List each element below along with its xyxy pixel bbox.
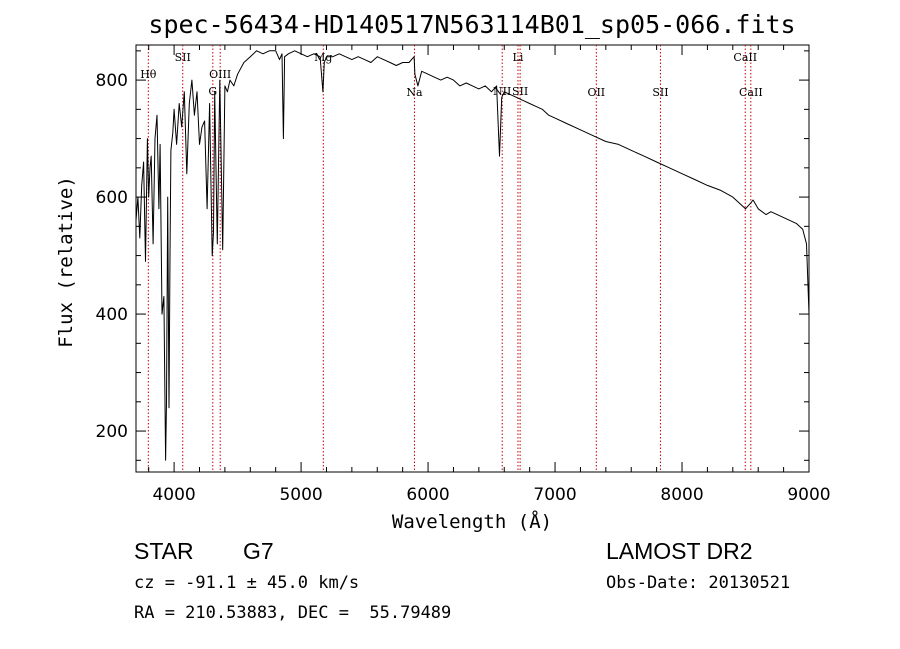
- x-tick-label-1: 5000: [279, 485, 322, 505]
- y-tick-label-0: 200: [96, 422, 128, 442]
- obs-date: Obs-Date: 20130521: [606, 573, 791, 593]
- marker-label-7: Li: [513, 51, 524, 64]
- marker-label-6: NII: [493, 85, 511, 98]
- x-tick-label-2: 6000: [406, 485, 449, 505]
- y-tick-label-3: 800: [96, 71, 128, 91]
- y-axis: 200 400 600 800: [96, 50, 809, 461]
- marker-label-3: G: [208, 85, 217, 98]
- y-tick-label-2: 600: [96, 188, 128, 208]
- marker-label-8: SII: [512, 85, 528, 98]
- spectrum-line: [135, 50, 810, 461]
- x-tick-label-0: 4000: [152, 485, 195, 505]
- line-marker-labels: Hθ SII OIII G Mg Na NII Li SII OII SII CaII CaII: [140, 51, 762, 99]
- marker-label-5: Na: [406, 86, 423, 99]
- y-axis-label: Flux (relative): [55, 176, 77, 348]
- y-tick-label-1: 400: [96, 305, 128, 325]
- x-tick-label-5: 9000: [787, 485, 830, 505]
- marker-label-12: CaII: [739, 86, 763, 99]
- marker-label-11: CaII: [733, 51, 757, 64]
- plot-border: [135, 44, 810, 473]
- x-axis-label: Wavelength (Å): [392, 510, 552, 533]
- redshift-text: cz = -91.1 ± 45.0 km/s: [134, 573, 360, 593]
- line-markers: [147, 45, 752, 472]
- coordinates: RA = 210.53883, DEC = 55.79489: [134, 603, 452, 623]
- subclass: G7: [243, 538, 274, 564]
- x-tick-label-3: 7000: [533, 485, 576, 505]
- x-tick-label-4: 8000: [660, 485, 703, 505]
- x-axis: 4000 5000 6000 7000 8000 9000: [148, 45, 831, 505]
- object-type: STAR: [134, 538, 194, 564]
- chart-title: spec-56434-HD140517N563114B01_sp05-066.f…: [148, 10, 795, 39]
- plot-frame: [135, 44, 810, 473]
- marker-label-1: SII: [175, 51, 191, 64]
- marker-label-0: Hθ: [140, 68, 157, 81]
- marker-label-4: Mg: [314, 51, 332, 64]
- survey-name: LAMOST DR2: [606, 538, 753, 564]
- spectrum-layer: [135, 50, 810, 461]
- marker-label-2: OIII: [209, 68, 231, 81]
- marker-label-10: SII: [652, 86, 668, 99]
- marker-label-9: OII: [587, 86, 605, 99]
